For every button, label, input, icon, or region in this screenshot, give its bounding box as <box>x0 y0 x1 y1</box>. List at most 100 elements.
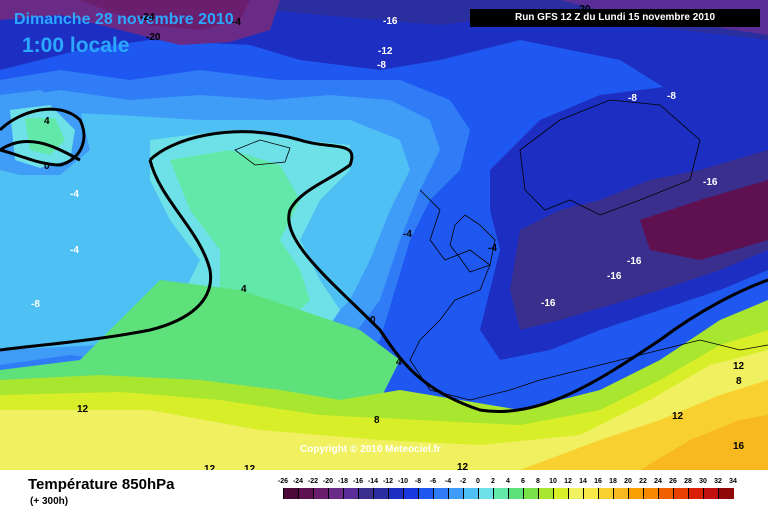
legend-swatch <box>523 488 539 499</box>
zone-minus24 <box>80 0 250 30</box>
legend-tick: 26 <box>669 478 677 485</box>
legend-tick: 6 <box>521 478 525 485</box>
isotherm-label: -8 <box>667 91 676 102</box>
zone-4 <box>170 150 310 320</box>
legend-tick: 8 <box>536 478 540 485</box>
legend-tick: 2 <box>491 478 495 485</box>
legend-swatch <box>568 488 584 499</box>
legend-tick: 20 <box>624 478 632 485</box>
legend-tick: -10 <box>397 478 409 485</box>
legend-swatch <box>478 488 494 499</box>
legend-tick: -16 <box>352 478 364 485</box>
isotherm-zero-greenland <box>0 107 86 167</box>
legend-swatch <box>688 488 704 499</box>
legend-swatch <box>583 488 599 499</box>
isotherm-label: 16 <box>733 441 745 452</box>
isotherm-label: -4 <box>70 245 79 256</box>
isotherm-label: -8 <box>377 60 386 71</box>
isotherm-label: 0 <box>44 161 50 172</box>
legend-tick: -6 <box>429 478 437 485</box>
isotherm-label: -4 <box>403 229 412 240</box>
legend-tick: 34 <box>729 478 737 485</box>
legend-swatch <box>298 488 314 499</box>
isotherm-label: 12 <box>77 404 89 415</box>
legend-swatch <box>448 488 464 499</box>
coastline-iceland <box>234 139 291 166</box>
isotherm-label: 12 <box>733 361 745 372</box>
legend-swatch <box>373 488 389 499</box>
legend-swatch <box>433 488 449 499</box>
zone-16 <box>640 415 768 470</box>
isotherm-label: -8 <box>628 93 637 104</box>
zone-minus18-ne <box>640 180 768 260</box>
legend-tick: -22 <box>307 478 319 485</box>
isotherm-label: 0 <box>370 315 376 326</box>
legend-tick: 28 <box>684 478 692 485</box>
isotherm-label: -20 <box>576 4 591 15</box>
isotherm-label: -16 <box>383 16 398 27</box>
isotherm-label: -16 <box>541 298 556 309</box>
zone-12 <box>0 350 768 470</box>
run-label: Run GFS 12 Z du Lundi 15 novembre 2010 <box>470 9 760 27</box>
isotherm-label: 8 <box>736 376 742 387</box>
isotherm-label: -16 <box>703 177 718 188</box>
legend-swatch <box>388 488 404 499</box>
legend-tick: 0 <box>476 478 480 485</box>
forecast-date: Dimanche 28 novembre 2010 <box>14 11 234 28</box>
legend-swatch <box>493 488 509 499</box>
isotherm-label: 12 <box>244 464 256 470</box>
legend-tick: -4 <box>444 478 452 485</box>
zone-minus16-east <box>510 150 768 330</box>
legend-tick: -8 <box>414 478 422 485</box>
legend-swatch <box>553 488 569 499</box>
forecast-hour: (+ 300h) <box>30 496 69 507</box>
legend-tick: 24 <box>654 478 662 485</box>
isotherm-label: 4 <box>396 357 402 368</box>
isotherm-label: -16 <box>627 256 642 267</box>
isotherm-label: -4 <box>70 189 79 200</box>
legend-swatch <box>718 488 734 499</box>
legend-swatch <box>613 488 629 499</box>
isotherm-label: 12 <box>672 411 684 422</box>
isotherm-label: -12 <box>378 46 393 57</box>
legend-swatch <box>538 488 554 499</box>
legend-tick: 12 <box>564 478 572 485</box>
legend-swatch <box>598 488 614 499</box>
legend-swatch <box>403 488 419 499</box>
forecast-time: 1:00 locale <box>22 34 130 57</box>
legend-swatch <box>418 488 434 499</box>
isotherm-label: 12 <box>204 464 216 470</box>
legend-tick: 30 <box>699 478 707 485</box>
isotherm-label: -24 <box>140 12 155 23</box>
isotherm-label: 8 <box>374 415 380 426</box>
isotherm-label: -4 <box>488 243 497 254</box>
legend-tick: 18 <box>609 478 617 485</box>
legend-swatch <box>313 488 329 499</box>
legend-tick: -24 <box>292 478 304 485</box>
legend-swatch <box>343 488 359 499</box>
map-canvas <box>0 0 768 470</box>
legend-swatch <box>703 488 719 499</box>
isotherm-label: -16 <box>607 271 622 282</box>
legend-tick: 32 <box>714 478 722 485</box>
isotherm-label: 12 <box>457 462 469 470</box>
legend-swatch <box>463 488 479 499</box>
legend-tick: -2 <box>459 478 467 485</box>
isotherm-label: 4 <box>241 284 247 295</box>
legend-tick: 22 <box>639 478 647 485</box>
coastline-scandinavia <box>519 99 701 216</box>
legend-tick: -12 <box>382 478 394 485</box>
legend-swatch <box>508 488 524 499</box>
copyright: Copyright © 2010 Meteociel.fr <box>300 444 441 455</box>
color-legend: -26 -24 -22 -20 -18 -16 -14 -12 -10 -8 -6 -4 -2 0 2 4 6 8… <box>278 476 743 506</box>
legend-tick: 4 <box>506 478 510 485</box>
legend-tick: 10 <box>549 478 557 485</box>
legend-swatch <box>283 488 299 499</box>
isotherm-zero-west <box>0 159 213 352</box>
legend-swatch <box>643 488 659 499</box>
isotherm-label: -8 <box>31 299 40 310</box>
zone-greenland-4 <box>25 118 65 155</box>
legend-tick: -20 <box>322 478 334 485</box>
variable-title: Température 850hPa <box>28 476 175 493</box>
legend-swatch <box>358 488 374 499</box>
